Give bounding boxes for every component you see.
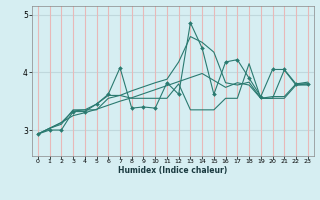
X-axis label: Humidex (Indice chaleur): Humidex (Indice chaleur) [118,166,228,175]
